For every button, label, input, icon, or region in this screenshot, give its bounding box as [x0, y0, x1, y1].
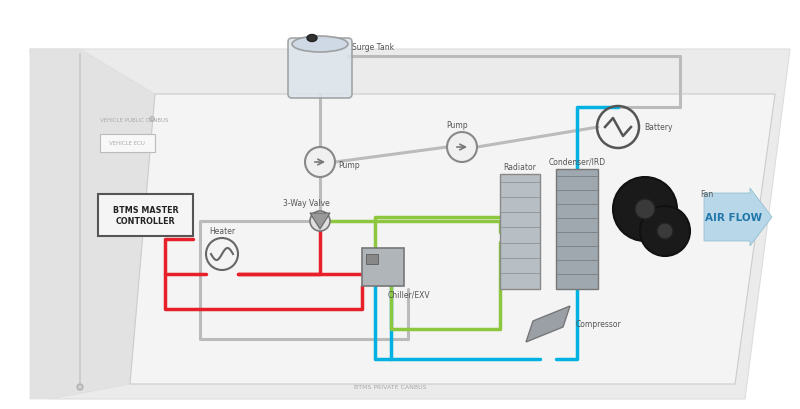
Text: Radiator: Radiator	[503, 163, 537, 172]
Circle shape	[77, 384, 83, 390]
Circle shape	[447, 133, 477, 163]
Polygon shape	[100, 135, 155, 153]
Circle shape	[657, 223, 673, 239]
Circle shape	[640, 207, 690, 256]
Text: Pump: Pump	[446, 121, 468, 130]
FancyArrow shape	[704, 189, 772, 246]
Circle shape	[150, 117, 154, 122]
Text: Heater: Heater	[209, 227, 235, 236]
Text: Battery: Battery	[644, 123, 673, 132]
Text: Surge Tank: Surge Tank	[352, 43, 394, 52]
FancyBboxPatch shape	[288, 39, 352, 99]
Text: BTMS MASTER
CONTROLLER: BTMS MASTER CONTROLLER	[113, 206, 178, 225]
Text: VEHICLE PUBLIC CANBUS: VEHICLE PUBLIC CANBUS	[100, 117, 169, 122]
Polygon shape	[500, 175, 540, 289]
Ellipse shape	[292, 37, 348, 53]
Text: Pump: Pump	[338, 161, 360, 170]
Circle shape	[613, 178, 677, 241]
Text: BTMS PRIVATE CANBUS: BTMS PRIVATE CANBUS	[354, 384, 426, 389]
Polygon shape	[556, 170, 598, 289]
Text: AIR FLOW: AIR FLOW	[706, 213, 762, 222]
Text: Condenser/IRD: Condenser/IRD	[549, 157, 606, 166]
Polygon shape	[362, 248, 404, 286]
Polygon shape	[98, 195, 193, 236]
Polygon shape	[130, 95, 775, 384]
Circle shape	[305, 148, 335, 178]
Text: 3-Way Valve: 3-Way Valve	[282, 198, 330, 207]
Ellipse shape	[307, 36, 317, 43]
Text: Compressor: Compressor	[576, 320, 622, 329]
Polygon shape	[30, 50, 790, 399]
Text: Chiller/EXV: Chiller/EXV	[388, 290, 430, 299]
Polygon shape	[30, 50, 155, 399]
Circle shape	[635, 200, 655, 220]
Text: Fan: Fan	[700, 190, 714, 199]
Circle shape	[310, 211, 330, 231]
Text: VEHICLE ECU: VEHICLE ECU	[109, 141, 145, 146]
Polygon shape	[366, 254, 378, 264]
Polygon shape	[526, 306, 570, 342]
Polygon shape	[310, 213, 330, 229]
